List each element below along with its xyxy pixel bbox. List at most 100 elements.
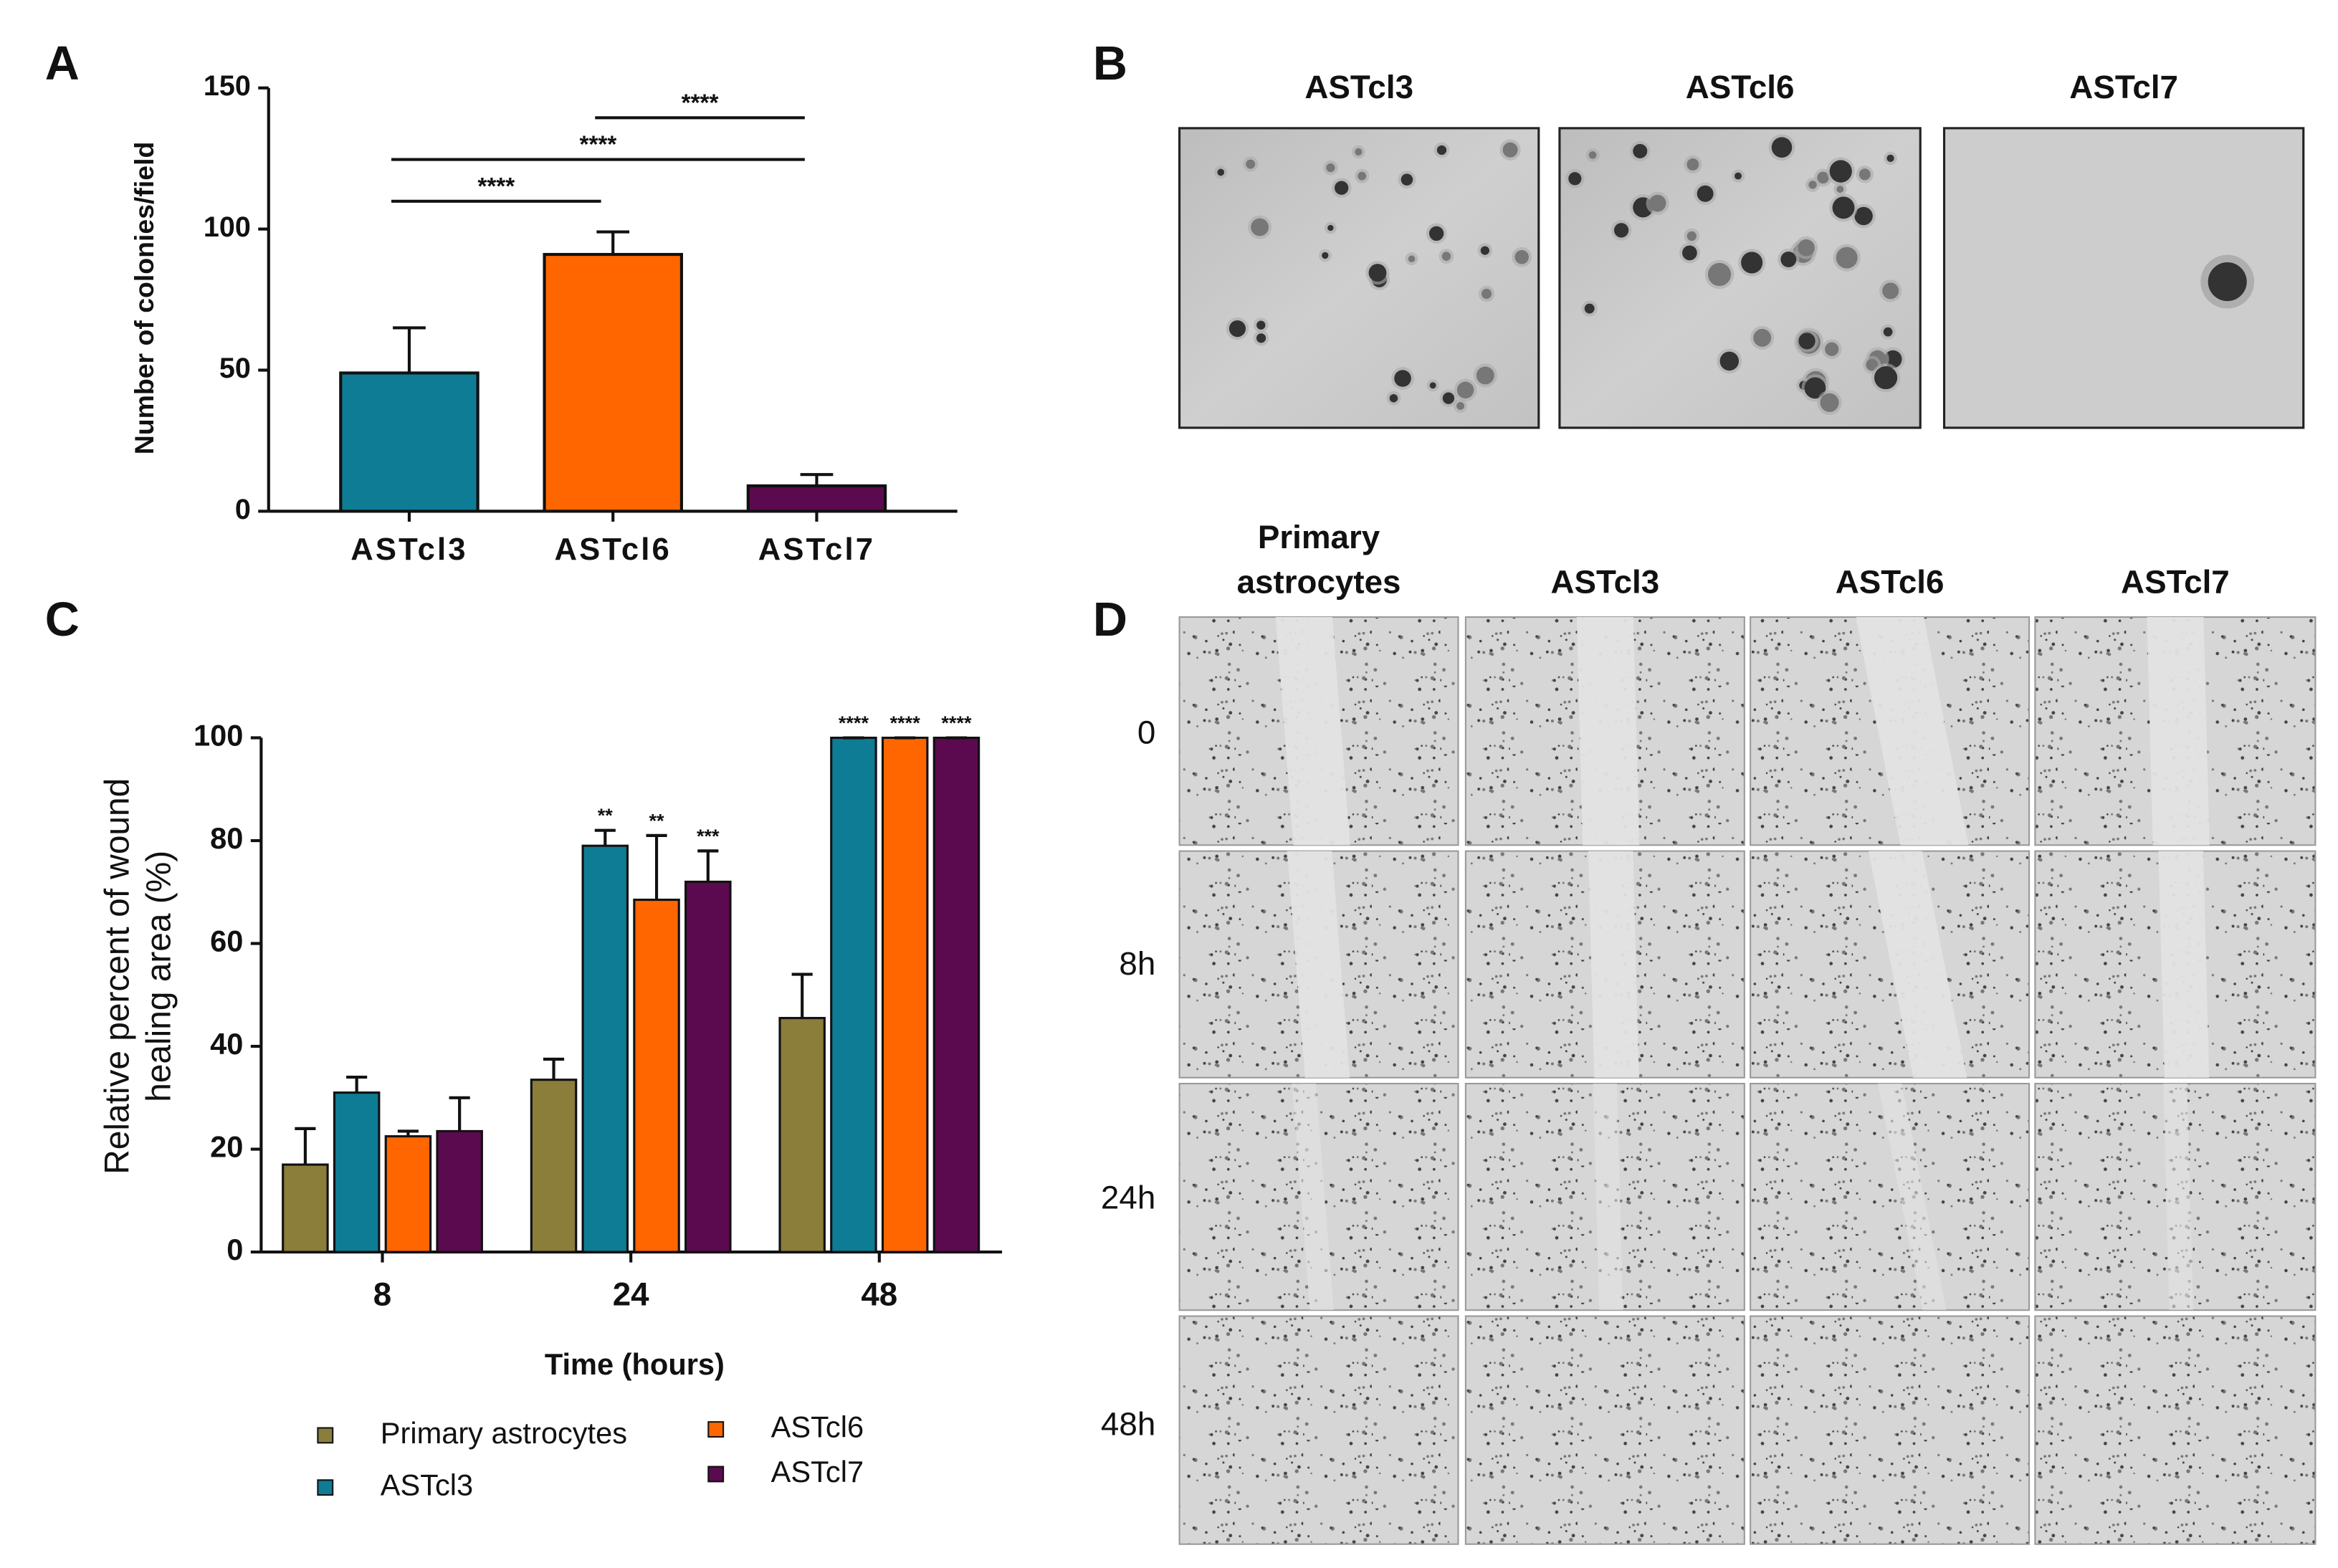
x-tick-label: ASTcl7 [758, 532, 875, 567]
colony [1358, 171, 1367, 181]
colony [1401, 173, 1413, 186]
legend-swatch [707, 1421, 725, 1438]
significance: **** [580, 132, 617, 158]
colony [1874, 365, 1898, 390]
bar [684, 880, 732, 1253]
significance: **** [890, 712, 921, 734]
colony [1829, 160, 1852, 183]
colony [1568, 172, 1582, 186]
colony [1355, 148, 1363, 156]
error-bar [449, 1096, 470, 1132]
bar [384, 1135, 432, 1253]
x-tick-label: 8 [373, 1276, 391, 1313]
colony [1859, 168, 1871, 181]
wound-gap [1287, 851, 1350, 1078]
colony [1394, 370, 1411, 387]
wound-image [1178, 1315, 1459, 1545]
colony [1588, 151, 1597, 159]
panel-label: B [1093, 37, 1127, 90]
colony [1389, 393, 1398, 403]
wound-gap [1576, 617, 1640, 846]
colony [1246, 159, 1256, 169]
colony [2208, 262, 2247, 302]
y-tick-label: 60 [210, 924, 243, 958]
colony [1808, 181, 1817, 189]
colony [1408, 255, 1416, 263]
colony [1613, 223, 1629, 238]
y-axis-label: Number of colonies/field [129, 142, 159, 455]
column-title: ASTcl6 [1836, 563, 1945, 600]
bar [633, 898, 680, 1253]
y-tick-label: 80 [210, 821, 243, 855]
significance: **** [941, 712, 972, 734]
x-tick-label: 48 [861, 1276, 897, 1313]
significance: ** [649, 810, 665, 831]
colony [1436, 145, 1447, 156]
bar [932, 736, 980, 1253]
wound-gap [2163, 1084, 2193, 1311]
colony [1735, 172, 1742, 180]
wound-gap [1588, 851, 1639, 1078]
bar [543, 252, 683, 513]
error-bar [596, 230, 630, 255]
row-label: 48h [1101, 1405, 1155, 1442]
colony [1817, 171, 1829, 184]
colony [1798, 239, 1815, 257]
colony [1334, 181, 1349, 195]
y-tick-label: 20 [210, 1130, 243, 1164]
y-tick-label: 40 [210, 1027, 243, 1061]
image-title: ASTcl3 [1304, 69, 1413, 105]
colony [1697, 185, 1714, 202]
colony [1798, 333, 1815, 350]
colony [1836, 186, 1844, 193]
colony [1326, 163, 1335, 173]
legend-swatch [317, 1479, 334, 1496]
error-bar [543, 1057, 565, 1080]
y-axis-label: healing area (%) [140, 851, 178, 1102]
colony [1368, 264, 1387, 282]
significance: **** [682, 90, 719, 116]
y-tick-label: 0 [235, 494, 251, 525]
wound-image [1750, 1315, 2031, 1545]
column-title: astrocytes [1237, 563, 1401, 600]
column-title: ASTcl3 [1550, 563, 1659, 600]
colony [1886, 154, 1894, 163]
colony [1753, 328, 1772, 347]
x-tick-label: 24 [613, 1276, 649, 1313]
colony [1741, 252, 1763, 274]
wound-gap [1856, 617, 1969, 846]
colony [1327, 224, 1334, 231]
colony [1682, 245, 1697, 261]
y-tick-label: 100 [194, 719, 243, 752]
colony [1481, 288, 1492, 300]
colony [1836, 247, 1858, 269]
colony [1429, 382, 1436, 389]
colony [1456, 402, 1465, 410]
significance: **** [477, 173, 515, 200]
error-bar [393, 326, 426, 373]
row-label: 24h [1101, 1179, 1155, 1215]
wound-gap [1292, 1084, 1334, 1311]
bar [436, 1129, 483, 1253]
colony [1228, 320, 1246, 338]
y-tick-label: 50 [219, 353, 251, 384]
colony [1322, 252, 1329, 259]
error-bar [800, 473, 834, 486]
bar [830, 736, 877, 1253]
wound-gap [1877, 1084, 1947, 1311]
error-bar [697, 849, 719, 882]
error-bar [791, 972, 813, 1018]
colony [1456, 381, 1474, 399]
colony [1633, 143, 1648, 158]
colony [1832, 196, 1855, 219]
colony [1804, 377, 1826, 399]
error-bar [646, 833, 667, 900]
x-tick-label: ASTcl3 [350, 532, 467, 567]
colony [1476, 366, 1494, 385]
wound-image [1464, 1315, 1745, 1545]
column-title: ASTcl7 [2121, 563, 2230, 600]
wound-gap [1593, 1084, 1623, 1311]
legend-label: ASTcl6 [771, 1410, 864, 1444]
bar [282, 1163, 329, 1253]
